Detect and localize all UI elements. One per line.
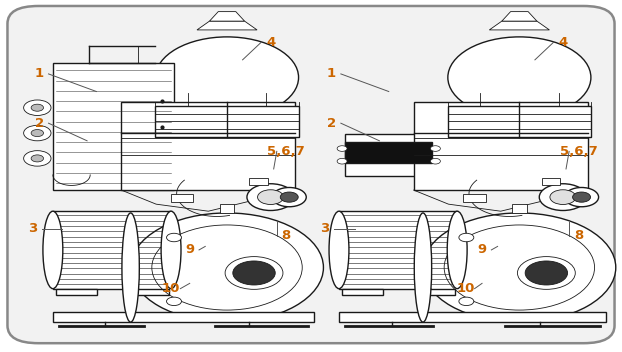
Bar bbox=[345, 142, 432, 163]
Circle shape bbox=[281, 192, 298, 202]
Circle shape bbox=[518, 257, 575, 289]
FancyBboxPatch shape bbox=[7, 6, 615, 343]
Circle shape bbox=[233, 261, 275, 285]
Bar bbox=[342, 289, 383, 295]
Bar bbox=[448, 106, 591, 137]
Bar bbox=[121, 102, 295, 190]
Circle shape bbox=[459, 233, 474, 242]
Circle shape bbox=[430, 158, 440, 164]
Bar bbox=[129, 289, 169, 295]
Circle shape bbox=[247, 184, 294, 210]
Circle shape bbox=[131, 213, 323, 322]
Ellipse shape bbox=[414, 213, 432, 322]
Bar bbox=[542, 177, 560, 185]
Ellipse shape bbox=[156, 37, 299, 118]
Bar bbox=[415, 289, 455, 295]
Ellipse shape bbox=[122, 213, 139, 322]
Text: 3: 3 bbox=[28, 222, 37, 235]
Circle shape bbox=[258, 190, 284, 205]
Circle shape bbox=[24, 125, 51, 141]
Text: 1: 1 bbox=[327, 68, 336, 80]
Circle shape bbox=[525, 261, 567, 285]
Circle shape bbox=[430, 146, 440, 151]
Bar bbox=[339, 312, 606, 322]
Text: 2: 2 bbox=[327, 117, 336, 130]
Bar bbox=[345, 134, 432, 176]
Ellipse shape bbox=[329, 211, 349, 289]
Circle shape bbox=[337, 146, 347, 151]
Ellipse shape bbox=[161, 211, 181, 289]
Bar bbox=[156, 106, 299, 137]
Bar bbox=[220, 204, 234, 213]
Text: 4: 4 bbox=[559, 36, 567, 49]
Bar bbox=[414, 102, 588, 190]
Circle shape bbox=[539, 184, 587, 210]
Ellipse shape bbox=[448, 37, 591, 118]
Bar bbox=[339, 211, 457, 289]
Text: 4: 4 bbox=[266, 36, 275, 49]
Circle shape bbox=[167, 233, 182, 242]
Text: 8: 8 bbox=[574, 230, 583, 242]
Circle shape bbox=[31, 104, 44, 111]
Bar bbox=[463, 194, 486, 202]
Polygon shape bbox=[490, 21, 549, 30]
Circle shape bbox=[225, 257, 283, 289]
Circle shape bbox=[337, 158, 347, 164]
Circle shape bbox=[31, 130, 44, 137]
Circle shape bbox=[423, 213, 616, 322]
Text: 10: 10 bbox=[162, 282, 180, 295]
Text: 9: 9 bbox=[185, 244, 194, 256]
Text: 3: 3 bbox=[320, 222, 329, 235]
Ellipse shape bbox=[43, 211, 63, 289]
Circle shape bbox=[31, 155, 44, 162]
Text: 5,6,7: 5,6,7 bbox=[267, 145, 305, 158]
Ellipse shape bbox=[447, 211, 467, 289]
Bar bbox=[53, 63, 174, 190]
Circle shape bbox=[565, 188, 598, 207]
Circle shape bbox=[573, 192, 590, 202]
Circle shape bbox=[272, 188, 306, 207]
Polygon shape bbox=[197, 21, 257, 30]
Bar bbox=[171, 194, 193, 202]
Bar bbox=[249, 177, 268, 185]
Text: 8: 8 bbox=[282, 230, 290, 242]
Circle shape bbox=[459, 297, 474, 306]
Text: 5,6,7: 5,6,7 bbox=[560, 145, 597, 158]
Bar bbox=[56, 289, 97, 295]
Text: 9: 9 bbox=[478, 244, 486, 256]
Polygon shape bbox=[210, 12, 244, 21]
Text: 1: 1 bbox=[35, 68, 44, 80]
Text: 2: 2 bbox=[35, 117, 44, 130]
Circle shape bbox=[167, 297, 182, 306]
Bar bbox=[512, 204, 527, 213]
Bar bbox=[53, 312, 314, 322]
Circle shape bbox=[24, 100, 51, 115]
Circle shape bbox=[24, 151, 51, 166]
Bar bbox=[53, 211, 171, 289]
Text: 10: 10 bbox=[456, 282, 475, 295]
Polygon shape bbox=[502, 12, 537, 21]
Circle shape bbox=[550, 190, 576, 205]
